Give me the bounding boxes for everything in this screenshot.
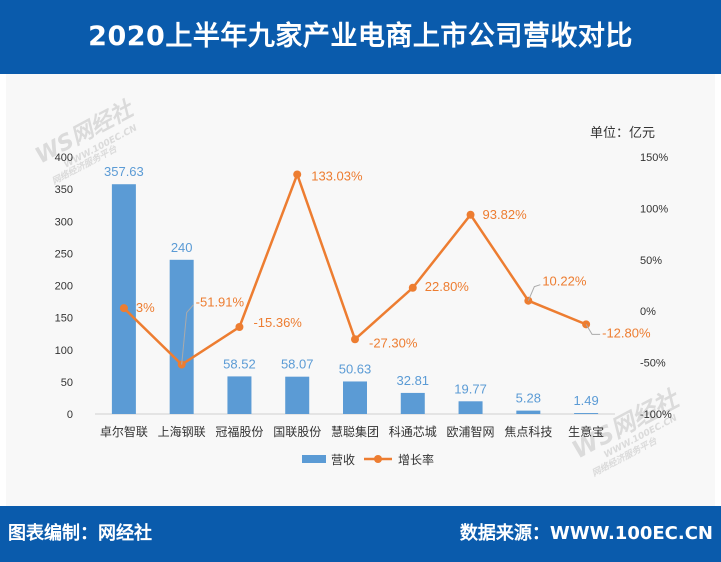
category-label: 国联股份 [273,425,321,439]
unit-label: 单位：亿元 [590,126,656,141]
growth-value-label: -15.36% [253,315,302,330]
category-label: 科通芯城 [389,425,437,439]
bar [458,401,483,414]
bar [227,376,252,414]
bar-value-label: 1.49 [573,393,598,408]
bar [285,376,310,414]
bar [343,381,367,414]
y-left-tick-label: 50 [61,377,73,389]
category-label: 卓尔智联 [100,424,148,439]
growth-point [408,283,417,292]
growth-value-label: -12.80% [602,325,651,340]
growth-point [351,335,359,344]
y-right-tick-label: -100% [640,409,672,421]
growth-point [119,304,128,313]
y-left-tick-label: 200 [55,281,73,293]
growth-point [293,170,302,179]
y-right-tick-label: 100% [640,203,668,215]
y-left-tick-label: 100 [55,345,73,357]
y-left-tick-label: 350 [55,184,73,196]
y-left-tick-label: 250 [55,248,73,260]
growth-value-label: 22.80% [425,279,470,294]
bar [169,259,194,414]
bar-value-label: 357.63 [104,164,144,179]
bar-value-label: 5.28 [516,391,541,406]
category-label: 慧聪集团 [331,424,379,439]
bar-value-label: 50.63 [339,361,372,376]
growth-value-label: -27.30% [369,335,418,350]
y-right-tick-label: 150% [640,152,668,164]
footer-credit: 图表编制：网经社 [8,523,152,544]
y-left-tick-label: 150 [55,313,73,325]
bar-value-label: 19.77 [454,381,487,396]
y-right-tick-label: -50% [640,358,666,370]
bar-value-label: 240 [171,240,193,255]
category-label: 上海钢联 [158,424,206,439]
footer-bar: 图表编制：网经社 数据来源：WWW.100EC.CN [0,506,721,562]
leader-line [527,284,541,301]
title-bar: 2020上半年九家产业电商上市公司营收对比 [0,0,721,74]
bar-value-label: 58.52 [223,356,256,371]
growth-value-label: -51.91% [196,295,245,310]
y-left-tick-label: 400 [55,152,73,164]
legend-bar-swatch [302,455,326,463]
growth-value-label: 3% [136,300,155,315]
bar [516,410,541,414]
growth-point [466,210,475,219]
footer-source: 数据来源：WWW.100EC.CN [459,523,713,544]
category-label: 生意宝 [568,424,604,439]
bar [574,413,599,414]
chart-title: 2020上半年九家产业电商上市公司营收对比 [88,21,633,52]
category-label: 焦点科技 [504,425,552,439]
growth-point [235,322,244,331]
category-label: 冠福股份 [215,424,263,439]
y-left-tick-label: 0 [67,409,73,421]
legend-line-label: 增长率 [398,452,434,467]
growth-value-label: 10.22% [542,274,587,289]
legend-bar-label: 营收 [331,453,355,467]
y-left-tick-label: 300 [55,216,73,228]
bar [111,184,136,414]
bar [400,392,425,414]
bar-value-label: 32.81 [397,373,430,388]
legend-line-marker [374,455,382,463]
bar-value-label: 58.07 [281,357,314,372]
growth-value-label: 93.82% [483,207,528,222]
y-right-tick-label: 0% [640,306,656,318]
growth-value-label: 133.03% [311,168,363,183]
y-right-tick-label: 50% [640,255,662,267]
leader-line [585,324,601,335]
leader-line [181,304,195,365]
category-label: 欧浦智网 [447,424,495,439]
